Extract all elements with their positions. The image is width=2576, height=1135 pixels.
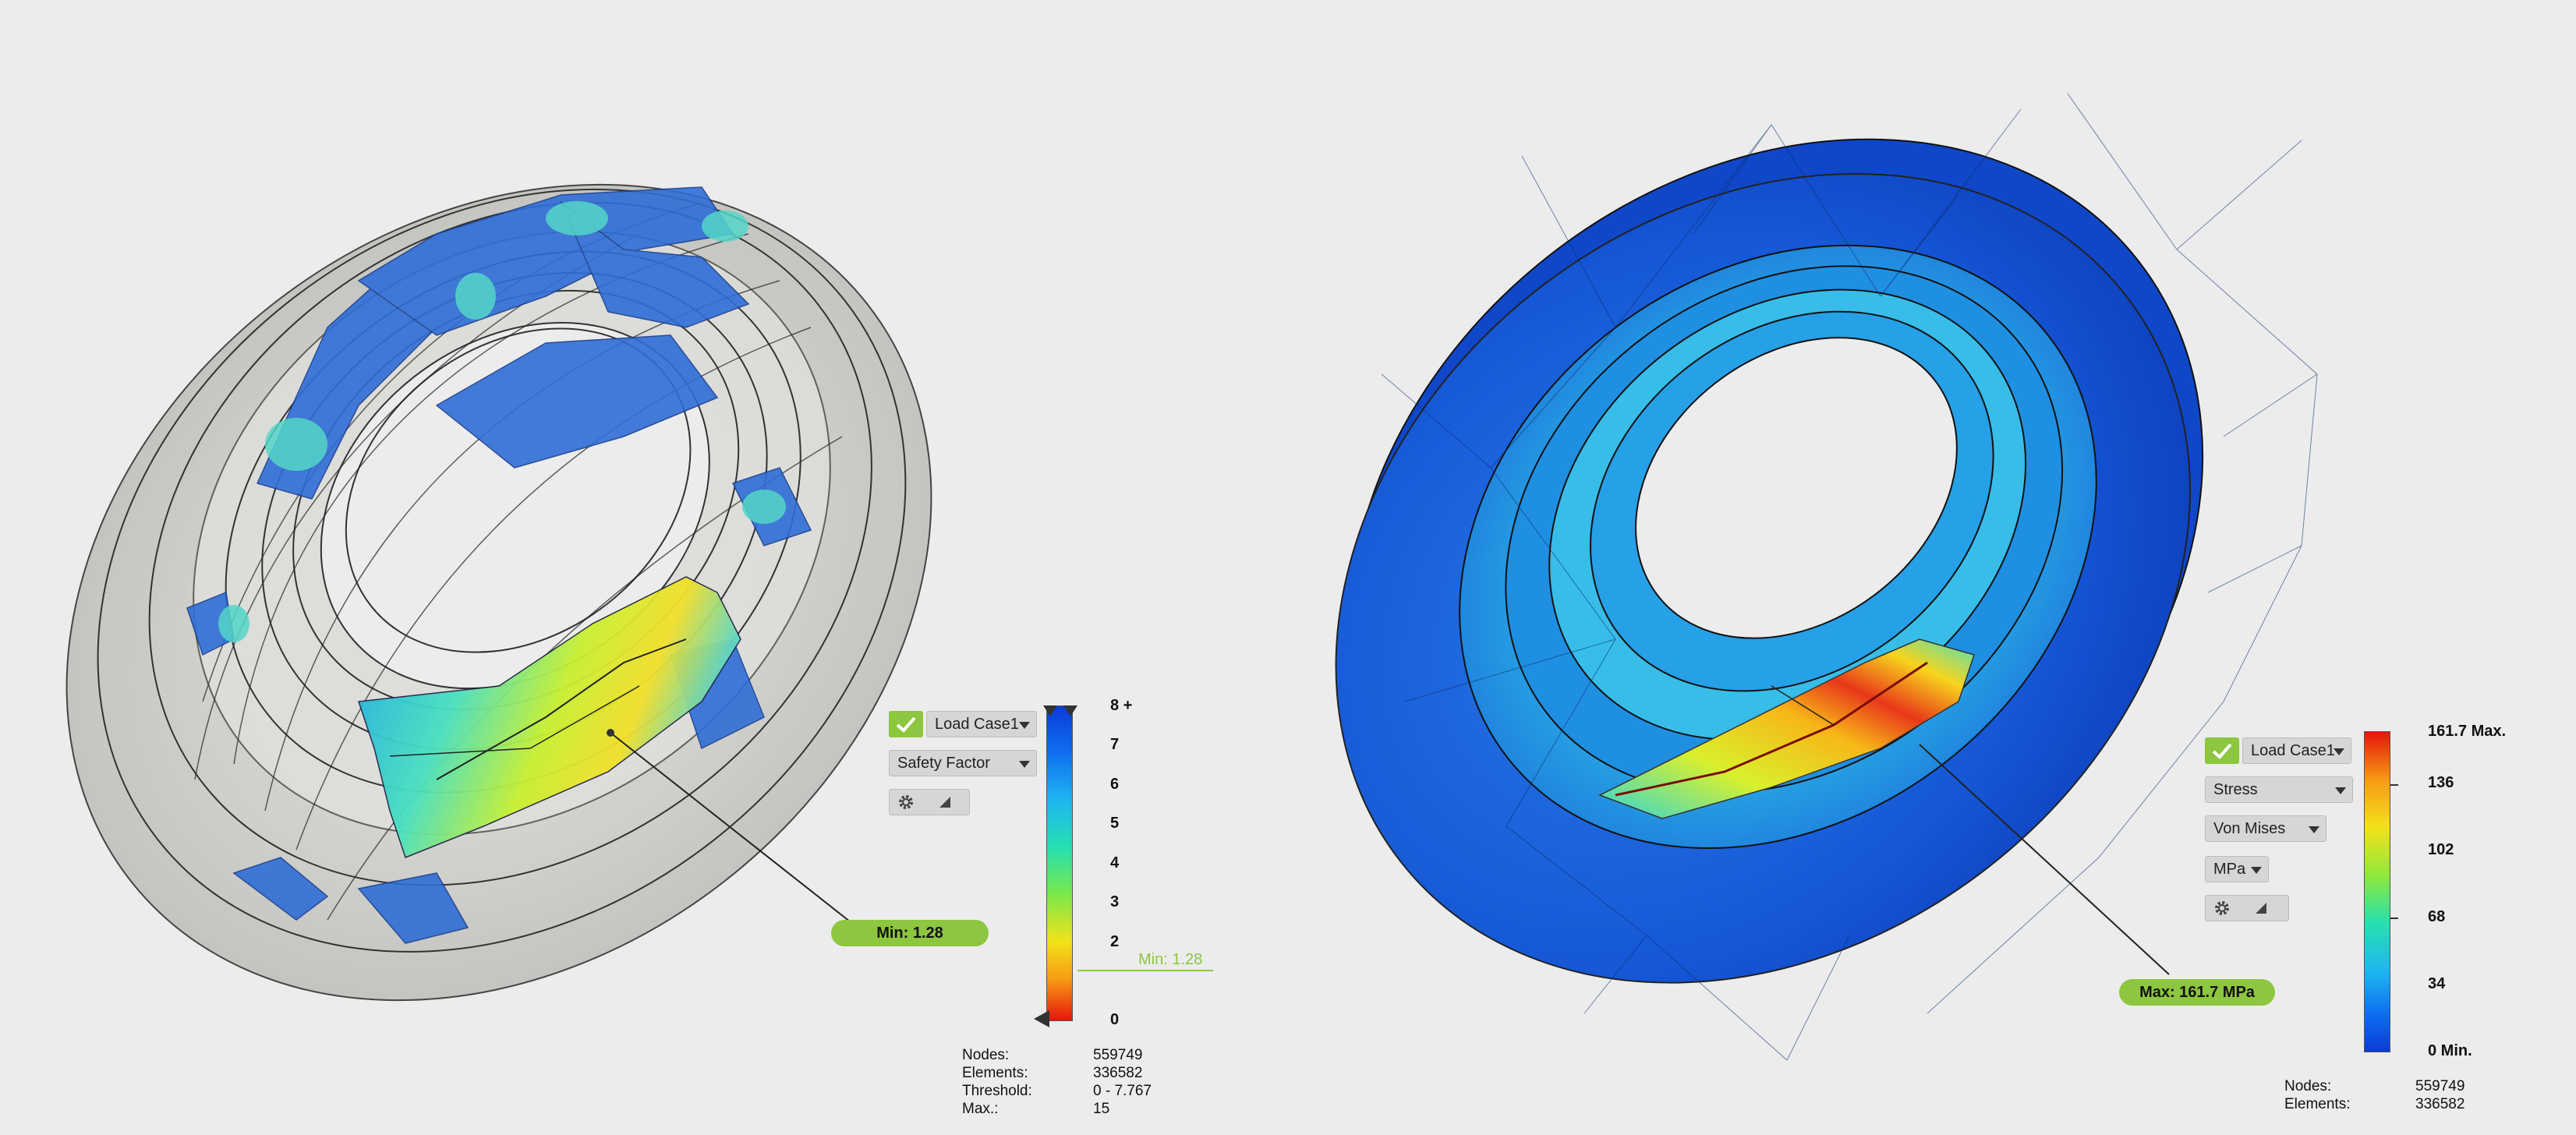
- legend-tick-7: 7: [1110, 736, 1120, 753]
- mesh-info-value: 336582: [2415, 1096, 2465, 1112]
- max-probe-badge[interactable]: Max: 161.7 MPa: [2119, 979, 2275, 1006]
- load-case-dropdown[interactable]: Load Case1: [2242, 737, 2351, 764]
- gear-icon: [899, 795, 913, 809]
- legend-tickline: [2390, 784, 2398, 786]
- chevron-down-icon: [2309, 826, 2319, 833]
- legend-min-marker-label: Min: 1.28: [1138, 951, 1203, 968]
- legend-tick-8: 8 +: [1110, 697, 1133, 714]
- bearing-model-stress[interactable]: [1288, 0, 2576, 1135]
- legend-tick-3: 3: [1110, 893, 1120, 910]
- load-case-label: Load Case1: [2251, 741, 2335, 759]
- legend-tick-34: 34: [2428, 975, 2446, 992]
- legend-tick-0: 0: [1110, 1011, 1120, 1028]
- stress-type-dropdown[interactable]: Von Mises: [2205, 815, 2327, 842]
- chevron-down-icon: [2251, 867, 2262, 874]
- mesh-info-value: 0 - 7.767: [1093, 1083, 1152, 1099]
- check-icon[interactable]: [889, 711, 923, 737]
- mesh-info-value: 15: [1093, 1101, 1110, 1117]
- legend-tick-68: 68: [2428, 908, 2446, 925]
- mesh-info-key: Elements:: [962, 1065, 1028, 1081]
- legend-tick-136: 136: [2428, 774, 2454, 791]
- safety-factor-legend-bar: [1046, 705, 1073, 1021]
- result-type-dropdown[interactable]: Safety Factor: [889, 750, 1037, 776]
- mesh-info-row: Elements: 336582: [2284, 1095, 2465, 1113]
- chevron-down-icon: [1019, 761, 1030, 768]
- legend-max-slider-icon[interactable]: [1043, 705, 1077, 721]
- mesh-info-row: Elements: 336582: [962, 1064, 1152, 1082]
- safety-factor-viewport[interactable]: Load Case1 Safety Factor 8 + 7 6 5 4 3 2…: [0, 0, 1288, 1135]
- legend-min-marker-line: [1077, 970, 1213, 971]
- legend-tick-5: 5: [1110, 815, 1120, 832]
- settings-button[interactable]: [889, 789, 970, 815]
- load-case-label: Load Case1: [935, 715, 1019, 733]
- mesh-info-key: Nodes:: [2284, 1078, 2332, 1094]
- legend-tick-6: 6: [1110, 776, 1120, 793]
- stress-type-label: Von Mises: [2213, 819, 2286, 837]
- mesh-info-value: 559749: [1093, 1047, 1143, 1063]
- legend-tickline: [2390, 918, 2398, 919]
- bearing-model-safety-factor[interactable]: [0, 0, 1288, 1135]
- legend-tick-102: 102: [2428, 841, 2454, 858]
- unit-label: MPa: [2213, 860, 2246, 878]
- mesh-info-left: Nodes: 559749 Elements: 336582 Threshold: 0…: [962, 1046, 1152, 1118]
- stress-viewport[interactable]: Load Case1 Stress Von Mises MPa 161.7 Ma…: [1288, 0, 2576, 1135]
- mesh-info-key: Elements:: [2284, 1096, 2351, 1112]
- resize-handle-icon[interactable]: [939, 797, 950, 808]
- mesh-info-row: Max.: 15: [962, 1100, 1152, 1118]
- legend-tick-min: 0 Min.: [2428, 1042, 2472, 1059]
- legend-min-slider-icon[interactable]: [1034, 1010, 1051, 1027]
- gear-icon: [2215, 901, 2229, 915]
- legend-tick-2: 2: [1110, 933, 1120, 950]
- mesh-info-value: 559749: [2415, 1078, 2465, 1094]
- unit-dropdown[interactable]: MPa: [2205, 856, 2269, 882]
- stress-legend-bar: [2364, 731, 2390, 1052]
- chevron-down-icon: [2335, 787, 2346, 794]
- resize-handle-icon[interactable]: [2256, 903, 2266, 914]
- legend-tick-max: 161.7 Max.: [2428, 723, 2507, 740]
- result-type-label: Safety Factor: [897, 754, 990, 772]
- mesh-info-row: Nodes: 559749: [962, 1046, 1152, 1064]
- chevron-down-icon: [1019, 722, 1030, 729]
- min-probe-badge[interactable]: Min: 1.28: [831, 920, 989, 946]
- mesh-info-right: Nodes: 559749 Elements: 336582: [2284, 1077, 2465, 1113]
- result-type-label: Stress: [2213, 780, 2258, 798]
- check-icon[interactable]: [2205, 737, 2239, 764]
- result-type-dropdown[interactable]: Stress: [2205, 776, 2353, 803]
- load-case-dropdown[interactable]: Load Case1: [926, 711, 1037, 737]
- mesh-info-value: 336582: [1093, 1065, 1143, 1081]
- mesh-info-key: Max.:: [962, 1101, 999, 1117]
- settings-button[interactable]: [2205, 895, 2289, 921]
- mesh-info-row: Threshold: 0 - 7.767: [962, 1082, 1152, 1100]
- chevron-down-icon: [2334, 748, 2344, 755]
- mesh-info-key: Nodes:: [962, 1047, 1010, 1063]
- mesh-info-row: Nodes: 559749: [2284, 1077, 2465, 1095]
- mesh-info-key: Threshold:: [962, 1083, 1032, 1099]
- legend-tick-4: 4: [1110, 854, 1120, 872]
